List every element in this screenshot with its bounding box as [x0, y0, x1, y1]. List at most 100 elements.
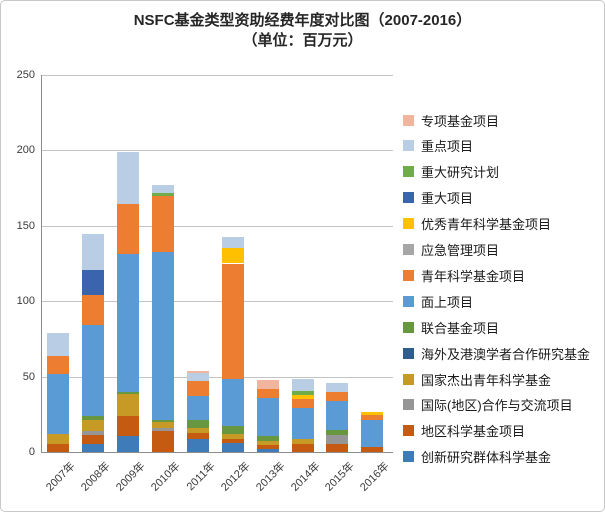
- y-tick-label: 200: [16, 144, 35, 157]
- bar-segment: [151, 252, 174, 420]
- bar-segment: [291, 390, 314, 395]
- legend-swatch: [403, 269, 414, 281]
- bar-segment: [81, 419, 104, 431]
- bar-segment: [326, 430, 349, 436]
- bar-segment: [47, 433, 69, 444]
- legend-item: 重点项目: [403, 136, 473, 156]
- bar-segment: [116, 151, 139, 204]
- bar-segment: [186, 427, 209, 434]
- bar-segment: [326, 392, 349, 402]
- bar-segment: [116, 203, 139, 254]
- bar-segment: [116, 436, 139, 452]
- bar-segment: [186, 420, 209, 428]
- bar-segment: [361, 447, 384, 452]
- bar-segment: [151, 185, 174, 193]
- gridline: [41, 301, 393, 303]
- legend-swatch: [403, 425, 414, 437]
- bar-segment: [81, 415, 104, 420]
- bar-segment: [326, 401, 349, 431]
- x-tick-label: 2014年: [288, 460, 323, 494]
- y-tick-label: 150: [16, 219, 35, 232]
- x-axis-line: [41, 452, 393, 453]
- gridline: [41, 225, 393, 227]
- y-tick-label: 250: [16, 69, 35, 81]
- bar-segment: [291, 439, 314, 445]
- bar-segment: [221, 433, 244, 440]
- legend-swatch: [403, 373, 414, 385]
- bar-segment: [186, 439, 209, 452]
- y-tick-label: 50: [22, 370, 35, 383]
- x-tick-label: 2010年: [148, 460, 183, 494]
- bar-segment: [116, 415, 139, 437]
- legend-swatch: [403, 321, 414, 333]
- legend-label: 重点项目: [421, 139, 474, 155]
- legend-label: 专项基金项目: [421, 113, 500, 129]
- bar-segment: [81, 430, 104, 435]
- legend-label: 青年科学基金项目: [421, 268, 526, 284]
- bar-segment: [221, 237, 244, 249]
- bar-segment: [47, 356, 69, 375]
- legend-label: 应急管理项目: [421, 243, 500, 258]
- legend-item: 海外及港澳学者合作研究基金: [403, 343, 590, 363]
- bar-segment: [186, 433, 209, 440]
- bar-segment: [221, 378, 244, 426]
- x-tick-label: 2008年: [78, 460, 113, 494]
- x-tick-label: 2016年: [358, 460, 392, 494]
- bar-segment: [186, 372, 209, 382]
- bar-segment: [256, 379, 279, 389]
- legend-label: 重大研究计划: [421, 165, 500, 181]
- y-tick-label: 0: [28, 446, 35, 458]
- bar-segment: [221, 263, 244, 379]
- legend-swatch: [403, 347, 414, 359]
- bar-segment: [291, 394, 314, 400]
- legend-label: 面上项目: [421, 294, 474, 310]
- bar-segment: [291, 407, 314, 440]
- legend-item: 面上项目: [403, 291, 473, 311]
- bar-segment: [116, 393, 139, 416]
- legend-label: 海外及港澳学者合作研究基金: [421, 346, 591, 362]
- bar-segment: [81, 295, 104, 325]
- legend-label: 优秀青年科学基金项目: [421, 217, 552, 233]
- bar-segment: [81, 270, 104, 296]
- bar-segment: [186, 370, 209, 373]
- bar-segment: [256, 398, 279, 437]
- legend-swatch: [403, 451, 414, 463]
- legend-item: 创新研究群体科学基金: [403, 447, 551, 467]
- legend-swatch: [403, 166, 414, 178]
- bar-segment: [151, 421, 174, 428]
- legend-item: 国际(地区)合作与交流项目: [403, 395, 573, 415]
- bar-segment: [151, 427, 174, 431]
- bar-segment: [47, 374, 69, 434]
- x-tick-label: 2012年: [218, 460, 253, 494]
- bar-segment: [291, 444, 314, 452]
- legend-label: 重大项目: [421, 191, 474, 207]
- bar-segment: [221, 439, 244, 443]
- bar-segment: [186, 381, 209, 397]
- legend-label: 联合基金项目: [421, 320, 500, 336]
- bar-segment: [151, 192, 174, 196]
- legend-label: 国际(地区)合作与交流项目: [421, 398, 573, 414]
- bar-segment: [291, 399, 314, 408]
- x-tick-label: 2015年: [323, 460, 358, 494]
- bar-segment: [81, 324, 104, 416]
- bar-segment: [291, 378, 314, 391]
- legend-item: 专项基金项目: [403, 110, 499, 130]
- bar-segment: [221, 442, 244, 452]
- bar-segment: [47, 332, 69, 357]
- y-axis-line: [41, 75, 42, 452]
- bar-segment: [151, 419, 174, 422]
- gridline: [41, 376, 393, 378]
- x-tick-label: 2013年: [253, 460, 288, 494]
- x-tick-label: 2011年: [184, 460, 218, 494]
- legend-item: 青年科学基金项目: [403, 265, 525, 285]
- bar-segment: [116, 391, 139, 394]
- legend-swatch: [403, 192, 414, 204]
- bar-segment: [256, 388, 279, 399]
- legend-item: 重大研究计划: [403, 162, 499, 182]
- bar-segment: [221, 425, 244, 434]
- bar-segment: [326, 383, 349, 393]
- legend-swatch: [403, 114, 414, 126]
- bar-segment: [221, 248, 244, 264]
- bar-segment: [81, 234, 104, 271]
